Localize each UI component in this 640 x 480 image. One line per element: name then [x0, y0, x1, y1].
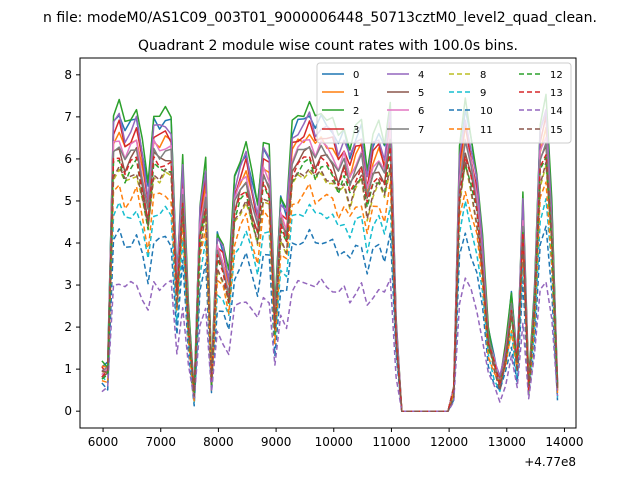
y-tick-label: 5	[64, 194, 72, 208]
y-tick-label: 1	[64, 362, 72, 376]
legend-label-3: 3	[353, 125, 359, 136]
series-line-7	[101, 138, 559, 412]
legend-label-2: 2	[353, 106, 359, 117]
legend-label-11: 11	[480, 125, 493, 136]
x-tick-label: 10000	[315, 435, 353, 449]
x-axis-ticks: 6000 7000 8000 9000 10000 11000 12000 13000 1400…	[88, 428, 584, 449]
x-tick-label: 9000	[261, 435, 292, 449]
legend-label-15: 15	[550, 125, 563, 136]
legend-label-6: 6	[418, 106, 424, 117]
series-line-13	[101, 146, 559, 412]
legend-label-13: 13	[550, 88, 563, 99]
y-tick-label: 4	[64, 236, 72, 250]
series-line-15	[101, 159, 559, 412]
series-line-10	[101, 225, 559, 412]
y-tick-label: 6	[64, 152, 72, 166]
legend-label-4: 4	[418, 70, 424, 81]
series-line-5	[101, 138, 559, 412]
x-tick-label: 12000	[430, 435, 468, 449]
legend-label-10: 10	[480, 106, 493, 117]
legend-label-0: 0	[353, 70, 359, 81]
series-line-11	[101, 181, 559, 412]
figure-suptitle: n file: modeM0/AS1C09_003T01_9000006448_…	[43, 10, 597, 26]
legend-box	[316, 62, 572, 144]
legend-label-14: 14	[550, 106, 563, 117]
x-tick-label: 14000	[545, 435, 583, 449]
legend-label-9: 9	[480, 88, 486, 99]
series-line-9	[101, 198, 559, 412]
x-tick-label: 8000	[203, 435, 234, 449]
y-axis-ticks: 0 1 2 3 4 5 6 7 8	[64, 68, 80, 418]
series-line-4	[101, 108, 559, 412]
series-line-8	[101, 162, 559, 412]
chart-title: Quadrant 2 module wise count rates with …	[138, 38, 518, 54]
y-tick-label: 7	[64, 110, 72, 124]
legend-label-1: 1	[353, 88, 359, 99]
y-tick-label: 3	[64, 278, 72, 292]
legend-label-5: 5	[418, 88, 424, 99]
x-axis-offset-label: +4.77e8	[524, 455, 576, 469]
x-tick-label: 11000	[372, 435, 410, 449]
y-tick-label: 2	[64, 320, 72, 334]
y-tick-label: 0	[64, 404, 72, 418]
x-tick-label: 6000	[88, 435, 119, 449]
x-tick-label: 13000	[488, 435, 526, 449]
x-tick-label: 7000	[145, 435, 176, 449]
y-tick-label: 8	[64, 68, 72, 82]
legend-label-7: 7	[418, 125, 424, 136]
legend-label-8: 8	[480, 70, 486, 81]
series-line-14	[101, 277, 559, 412]
legend-label-12: 12	[550, 70, 563, 81]
